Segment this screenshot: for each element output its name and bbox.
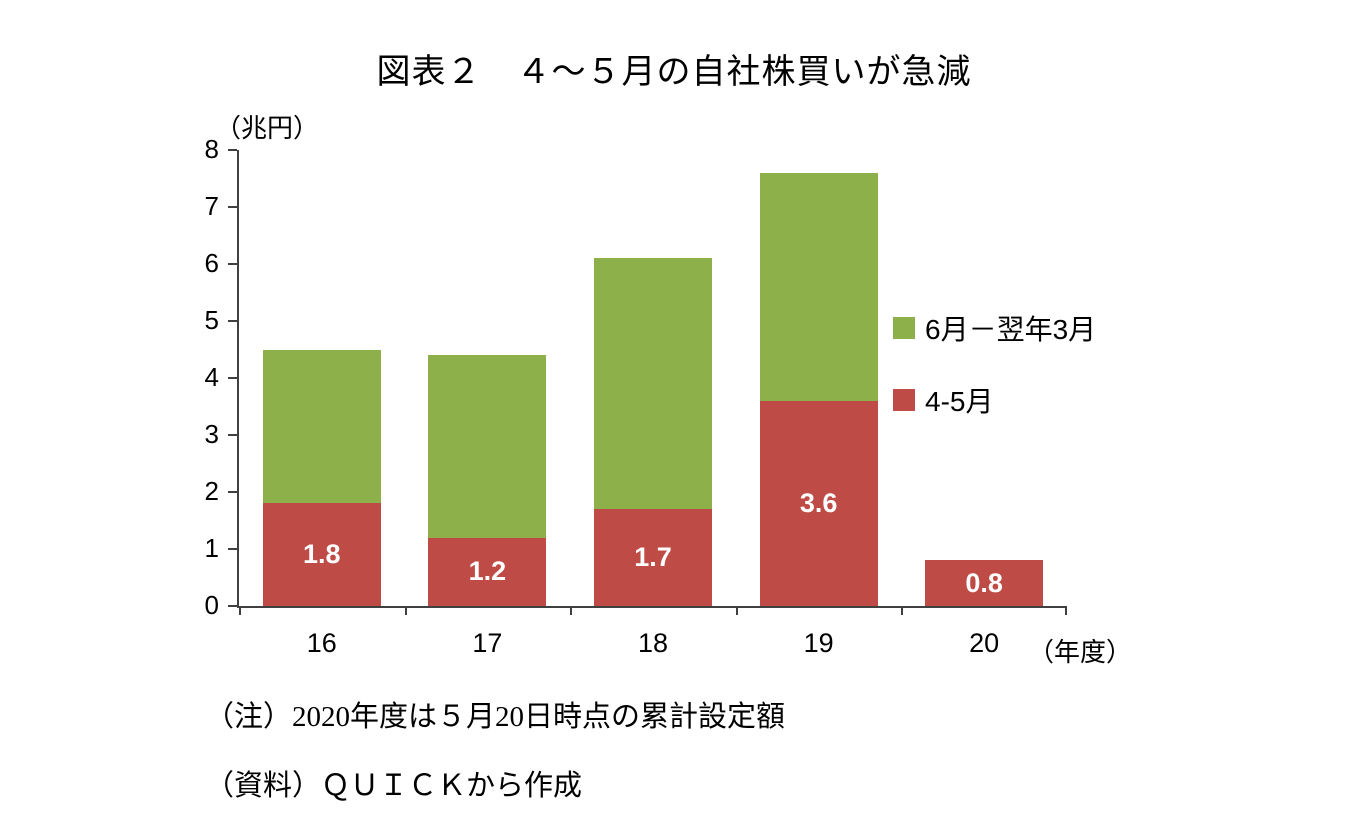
x-axis-tick bbox=[239, 606, 241, 615]
x-axis-category-label: 19 bbox=[803, 628, 834, 658]
note-line-1: （注）2020年度は５月20日時点の累計設定額 bbox=[205, 701, 786, 733]
legend-label: 6月－翌年3月 bbox=[925, 314, 1097, 345]
bar-segment-jun-mar bbox=[594, 258, 712, 510]
legend-label: 4-5月 bbox=[925, 386, 994, 417]
bar-segment-apr-may: 0.8 bbox=[925, 560, 1044, 606]
x-axis-tick bbox=[901, 606, 904, 615]
y-axis-tick-label: 3 bbox=[204, 419, 219, 449]
bar-segment-apr-may: 3.6 bbox=[759, 400, 878, 606]
y-axis-tick bbox=[228, 149, 237, 151]
plot-area: 0 1 2 3 4 5 6 7 8 1.8 16 1.2 17 1.7 18 3.6 19 0.8 20 6月－翌年3… bbox=[205, 134, 1097, 658]
bar-segment-apr-may: 1.8 bbox=[262, 503, 381, 606]
bar-segment-jun-mar bbox=[428, 355, 547, 538]
bar-data-label: 3.6 bbox=[799, 487, 838, 518]
x-axis-category-label: 20 bbox=[969, 628, 1000, 658]
x-axis-tick bbox=[404, 606, 407, 615]
legend-swatch bbox=[893, 317, 915, 339]
bar-segment-jun-mar bbox=[262, 349, 381, 504]
bar-data-label: 1.8 bbox=[303, 539, 341, 570]
y-axis-tick-label: 0 bbox=[204, 590, 219, 620]
bar-segment-apr-may: 1.2 bbox=[428, 537, 547, 606]
chart-title: 図表２ ４～５月の自社株買いが急減 bbox=[376, 54, 972, 91]
y-axis-tick-label: 5 bbox=[204, 305, 219, 335]
legend-swatch bbox=[893, 389, 915, 411]
y-axis-tick bbox=[228, 263, 237, 265]
y-axis-tick-label: 4 bbox=[204, 362, 219, 392]
y-axis-tick bbox=[228, 434, 237, 436]
y-axis-tick bbox=[228, 548, 237, 550]
legend-item: 4-5月 bbox=[893, 380, 993, 420]
x-axis-suffix-label: （年度） bbox=[1028, 638, 1133, 667]
bar-data-label: 1.7 bbox=[634, 542, 672, 573]
y-axis-tick-label: 1 bbox=[204, 533, 219, 563]
x-axis-tick bbox=[735, 606, 738, 615]
y-axis-tick bbox=[228, 320, 237, 322]
x-axis-tick bbox=[570, 606, 573, 615]
note-line-2: （資料）ＱＵＩＣＫから作成 bbox=[205, 770, 583, 802]
bar-data-label: 1.2 bbox=[468, 556, 507, 587]
y-axis-tick bbox=[228, 491, 237, 493]
y-axis-tick bbox=[228, 605, 237, 607]
y-axis-tick-label: 8 bbox=[204, 134, 219, 164]
y-axis-tick-label: 6 bbox=[204, 248, 219, 278]
legend-item: 6月－翌年3月 bbox=[893, 308, 1096, 348]
y-axis-tick-label: 2 bbox=[204, 476, 219, 506]
y-axis-tick bbox=[228, 206, 237, 208]
bar-data-label: 0.8 bbox=[965, 567, 1003, 598]
y-axis-tick bbox=[228, 377, 237, 379]
bar-segment-apr-may: 1.7 bbox=[594, 509, 712, 606]
bar-segment-jun-mar bbox=[759, 172, 878, 401]
y-axis-tick-label: 7 bbox=[204, 191, 219, 221]
x-axis-tick bbox=[1065, 606, 1067, 615]
x-axis-category-label: 16 bbox=[306, 628, 337, 658]
y-axis-unit-label: （兆円） bbox=[215, 114, 320, 143]
x-axis-category-label: 18 bbox=[637, 628, 669, 658]
x-axis-category-label: 17 bbox=[472, 628, 503, 658]
